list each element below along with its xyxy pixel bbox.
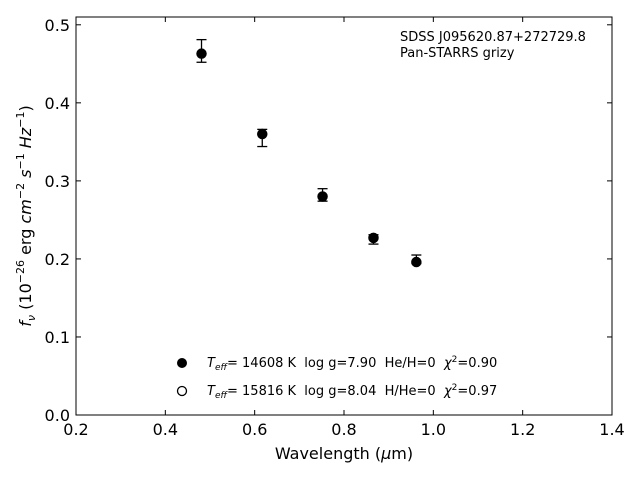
data-point	[411, 257, 422, 267]
x-tick-label: 0.6	[242, 420, 267, 439]
y-axis-label: fν (10−26 erg cm−2 s−1 Hz−1)	[14, 105, 38, 326]
y-tick-label: 0.5	[45, 16, 70, 35]
y-tick-label: 0.0	[45, 406, 70, 425]
legend-marker-open	[176, 385, 188, 397]
data-point	[368, 233, 379, 243]
data-point	[257, 129, 268, 139]
annotation-line-2: Pan-STARRS grizy	[400, 46, 515, 61]
annotation-line-1: SDSS J095620.87+272729.8	[400, 30, 586, 45]
x-tick-label: 1.4	[599, 420, 624, 439]
legend: Teff= 14608 K log g=7.90 He/H=0 χ2=0.90 …	[176, 355, 497, 401]
y-tick-label: 0.4	[45, 94, 70, 113]
data-point	[317, 191, 328, 202]
x-tick-label: 1.0	[421, 420, 446, 439]
y-tick-label: 0.2	[45, 250, 70, 269]
y-tick-label: 0.1	[45, 328, 70, 347]
axis-ticks: 0.2 0.4 0.6 0.8 1.0 1.2 1.4 0.0 0.1 0.2 0.3 0.4 0.5	[45, 16, 625, 439]
y-tick-label: 0.3	[45, 172, 70, 191]
plot-area	[75, 16, 613, 416]
x-axis-label: Wavelength (μm)	[275, 444, 413, 463]
legend-entry-2: Teff= 15816 K log g=8.04 H/He=0 χ2=0.97	[207, 383, 497, 401]
data-point	[196, 48, 207, 59]
legend-marker-filled	[177, 358, 187, 368]
x-tick-label: 0.2	[63, 420, 88, 439]
x-tick-label: 0.8	[331, 420, 356, 439]
x-tick-label: 1.2	[510, 420, 535, 439]
legend-entry-1: Teff= 14608 K log g=7.90 He/H=0 χ2=0.90	[207, 355, 497, 373]
data-marks	[196, 38, 422, 268]
x-tick-label: 0.4	[153, 420, 178, 439]
